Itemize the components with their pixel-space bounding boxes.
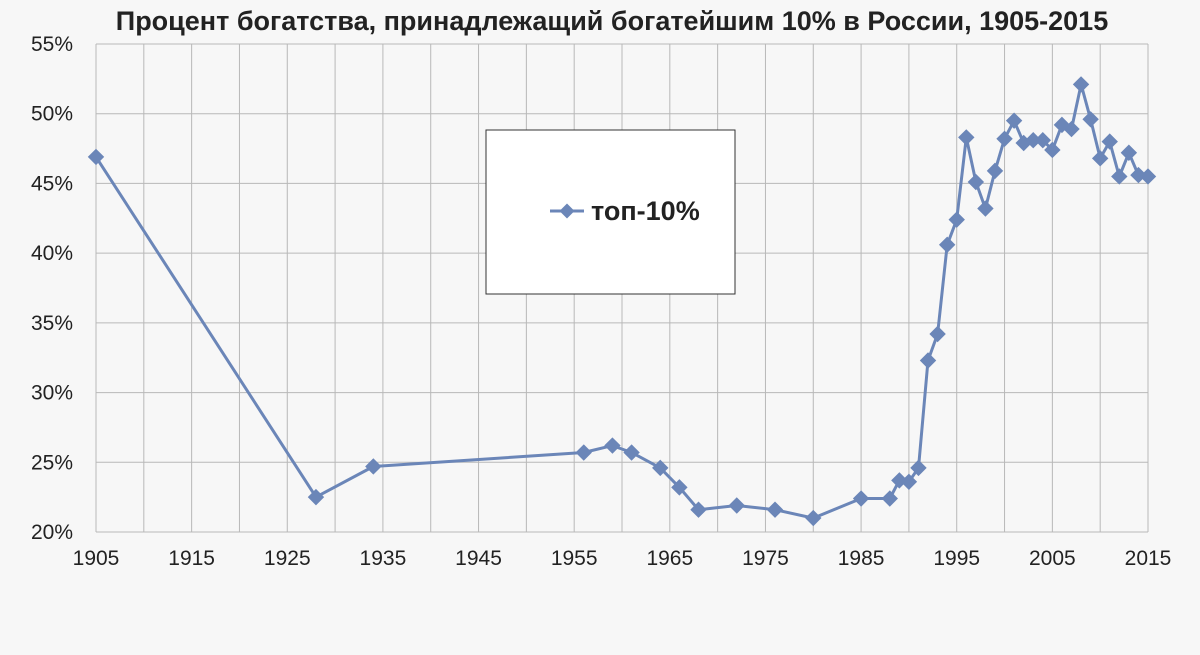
y-tick-label: 45% [31, 172, 73, 195]
x-tick-label: 1995 [933, 547, 980, 570]
y-tick-label: 25% [31, 451, 73, 474]
data-point-marker [958, 129, 975, 146]
x-tick-label: 1905 [73, 547, 120, 570]
data-point-marker [1005, 112, 1023, 129]
data-point-marker [1063, 120, 1080, 138]
data-point-marker [948, 211, 965, 228]
data-point-marker [652, 459, 669, 477]
x-tick-label: 1945 [455, 547, 502, 570]
data-point-marker [365, 458, 382, 475]
y-tick-label: 50% [31, 103, 73, 126]
data-point-marker [919, 352, 937, 369]
data-point-marker [1120, 144, 1138, 161]
data-point-marker [852, 490, 870, 507]
x-tick-label: 1965 [646, 547, 693, 570]
data-point-marker [900, 473, 918, 491]
tick-labels: 20% 25% 30% 35% 40% 45% 50% 55% 1905 1915 1925 1935… [31, 33, 1171, 570]
data-point-marker [1101, 133, 1118, 150]
y-tick-label: 30% [31, 382, 73, 405]
data-point-marker [604, 437, 621, 454]
data-point-marker [1053, 116, 1071, 134]
x-tick-label: 1985 [838, 547, 885, 570]
x-tick-label: 2015 [1125, 547, 1172, 570]
x-tick-label: 2005 [1029, 547, 1076, 570]
data-point-marker [881, 490, 898, 507]
series-layer [87, 76, 1157, 527]
data-point-marker [575, 444, 592, 461]
data-point-marker [929, 325, 946, 343]
data-point-marker [671, 479, 688, 496]
y-tick-label: 55% [31, 33, 73, 56]
x-tick-label: 1955 [551, 547, 598, 570]
data-point-marker [996, 130, 1013, 148]
data-point-marker [910, 459, 927, 477]
y-tick-label: 40% [31, 242, 73, 265]
data-point-marker [1082, 111, 1099, 128]
legend: топ-10% [485, 129, 736, 295]
x-tick-label: 1925 [264, 547, 311, 570]
y-tick-label: 35% [31, 312, 73, 335]
data-point-marker [1091, 150, 1109, 167]
data-point-marker [805, 509, 822, 527]
data-point-marker [690, 501, 707, 518]
data-point-marker [766, 501, 784, 518]
data-point-marker [1044, 141, 1061, 159]
x-tick-label: 1915 [168, 547, 215, 570]
data-point-marker [87, 148, 105, 166]
legend-entry: топ-10% [550, 196, 700, 226]
data-point-marker [938, 236, 956, 253]
data-point-marker [967, 173, 985, 191]
data-point-marker [977, 200, 994, 217]
data-point-marker [623, 444, 640, 461]
data-point-marker [1034, 131, 1052, 149]
x-tick-label: 1935 [360, 547, 407, 570]
data-point-marker [307, 488, 325, 506]
data-point-marker [728, 497, 745, 514]
legend-box [485, 129, 736, 295]
y-tick-label: 20% [31, 521, 73, 544]
legend-marker [559, 203, 575, 219]
x-tick-label: 1975 [742, 547, 789, 570]
data-point-marker [986, 162, 1004, 180]
chart-title: Процент богатства, принадлежащий богатей… [116, 6, 1108, 36]
legend-label: топ-10% [591, 196, 700, 226]
data-point-marker [1111, 168, 1128, 185]
data-point-marker [1139, 168, 1157, 185]
data-point-marker [1072, 76, 1090, 93]
